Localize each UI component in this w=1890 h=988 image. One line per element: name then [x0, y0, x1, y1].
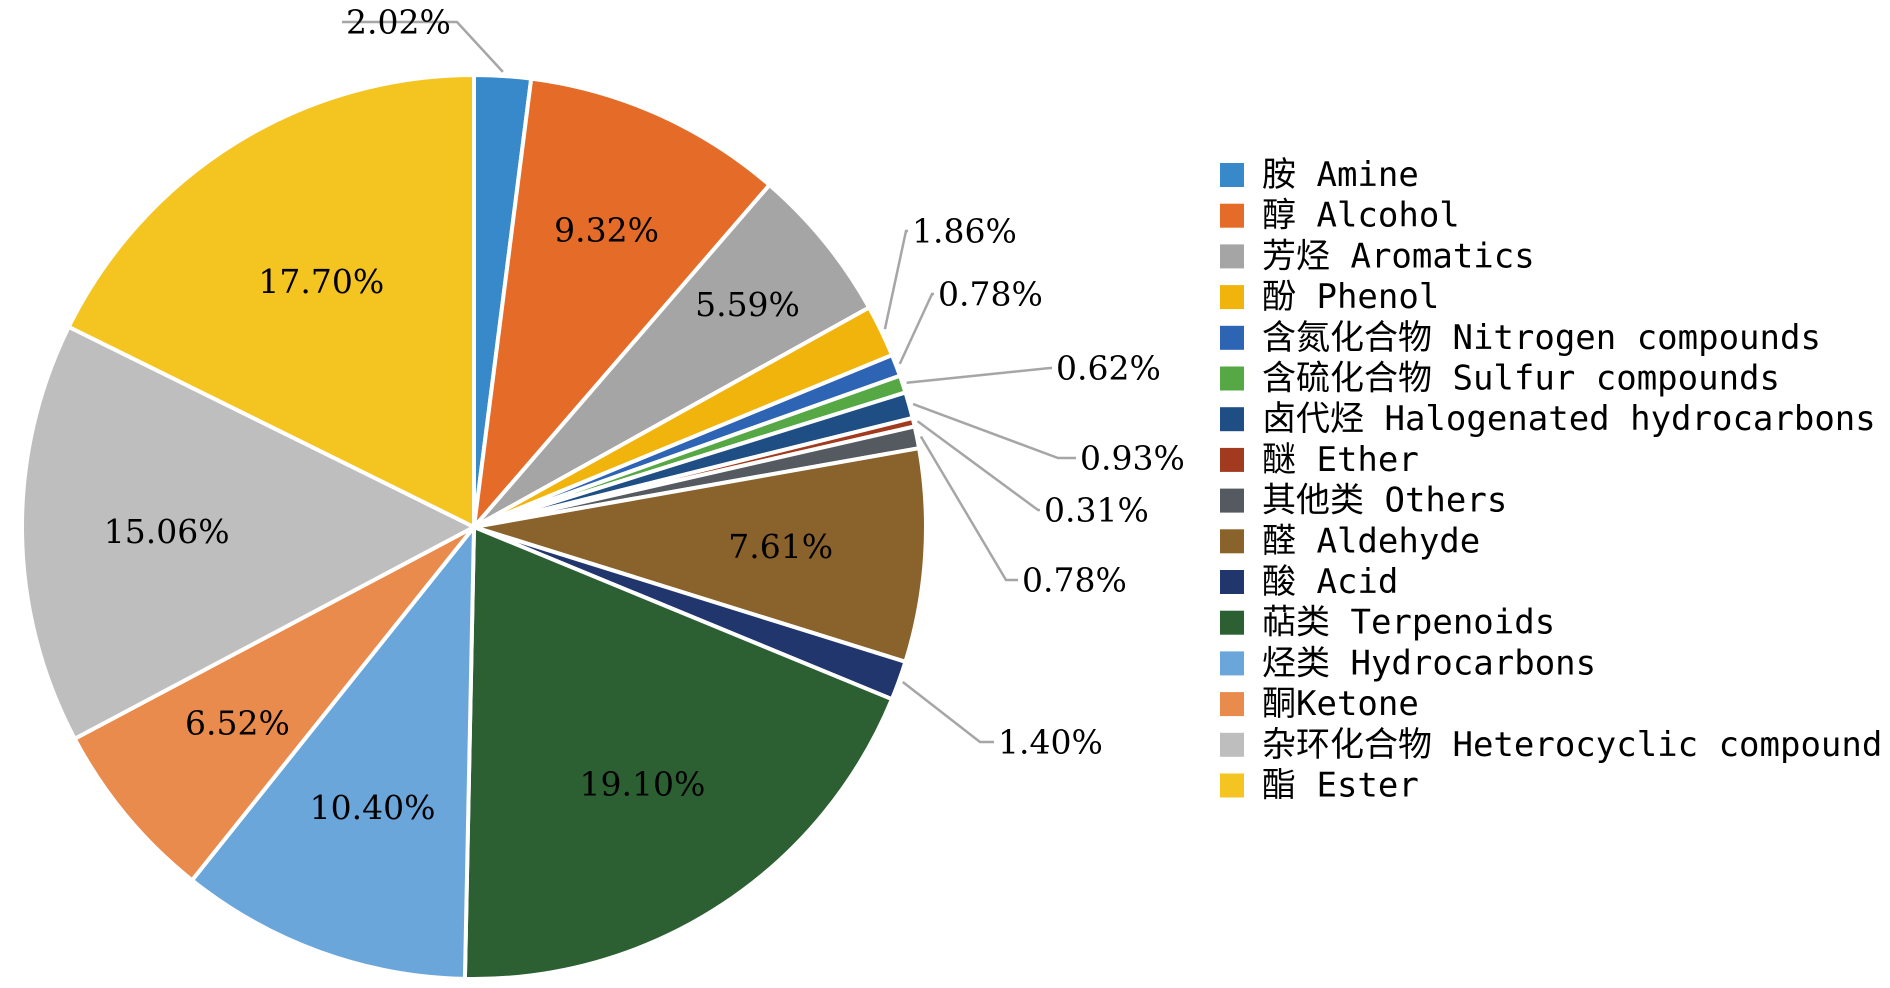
legend-label: 含氮化合物 Nitrogen compounds [1262, 318, 1821, 358]
legend-label: 杂环化合物 Heterocyclic compound [1262, 725, 1882, 765]
legend-swatch [1220, 447, 1244, 472]
data-label: 2.02% [346, 3, 451, 42]
data-label: 0.78% [1022, 561, 1127, 600]
legend-label: 醚 Ether [1262, 440, 1419, 480]
legend-label: 烃类 Hydrocarbons [1262, 643, 1596, 683]
legend-label: 其他类 Others [1262, 481, 1507, 521]
data-label: 5.59% [695, 285, 800, 324]
data-label: 0.62% [1056, 349, 1161, 388]
legend-swatch [1220, 366, 1244, 391]
pie-slice [20, 324, 476, 741]
legend-label: 醇 Alcohol [1262, 196, 1460, 236]
leader-line [912, 402, 1076, 460]
data-label: 17.70% [258, 262, 384, 301]
pie-slices [20, 73, 928, 981]
data-label: 0.31% [1044, 491, 1149, 530]
legend-swatch [1220, 488, 1244, 513]
legend-swatch [1220, 244, 1244, 269]
legend-label: 酸 Acid [1262, 562, 1398, 602]
data-label: 1.40% [998, 723, 1103, 762]
legend-swatch [1220, 325, 1244, 350]
data-label: 10.40% [310, 788, 436, 827]
data-label: 0.93% [1080, 439, 1185, 478]
data-label: 6.52% [185, 704, 290, 743]
data-label: 19.10% [579, 765, 705, 804]
pie-slice [472, 446, 928, 664]
legend-swatch [1220, 692, 1244, 717]
legend-label: 胺 Amine [1262, 155, 1419, 195]
data-label: 7.61% [728, 527, 833, 566]
legend-label: 醛 Aldehyde [1262, 521, 1480, 561]
legend-label: 酮Ketone [1262, 684, 1419, 724]
data-label: 9.32% [554, 210, 659, 249]
leader-lines [342, 20, 1076, 744]
leader-line [898, 292, 934, 365]
legend-label: 含硫化合物 Sulfur compounds [1262, 359, 1780, 399]
pie-slice [462, 525, 894, 981]
legend-label: 酚 Phenol [1262, 277, 1439, 317]
legend-label: 芳烃 Aromatics [1262, 236, 1535, 276]
data-label: 15.06% [104, 512, 230, 551]
pie-slice [472, 76, 772, 529]
legend-label: 酯 Ester [1262, 766, 1419, 806]
pie-slice [66, 73, 476, 529]
leader-line [906, 366, 1052, 385]
legend-swatch [1220, 407, 1244, 432]
legend-swatch [1220, 203, 1244, 228]
leader-line [916, 420, 1040, 512]
data-labels: 2.02% 9.32% 5.59% 1.86% 0.78% 0.62% 0.93% 0.31%… [104, 3, 1185, 828]
leader-line [342, 20, 504, 73]
legend-swatch [1220, 651, 1244, 676]
leader-line [919, 435, 1018, 582]
pie-slice [472, 182, 872, 529]
legend-swatch [1220, 773, 1244, 798]
legend-swatch [1220, 610, 1244, 635]
legend-label: 萜类 Terpenoids [1262, 603, 1555, 643]
legend-swatch [1220, 529, 1244, 554]
data-label: 1.86% [912, 212, 1017, 251]
legend-label: 卤代烃 Halogenated hydrocarbons [1262, 399, 1876, 439]
legend-swatch [1220, 732, 1244, 757]
leader-line [902, 681, 994, 744]
pie-slice [190, 525, 476, 981]
legend-swatch [1220, 163, 1244, 187]
legend-swatch [1220, 570, 1244, 594]
data-label: 0.78% [938, 275, 1043, 314]
legend-swatch [1220, 285, 1244, 310]
leader-line [883, 229, 908, 330]
pie-slice [72, 525, 476, 883]
